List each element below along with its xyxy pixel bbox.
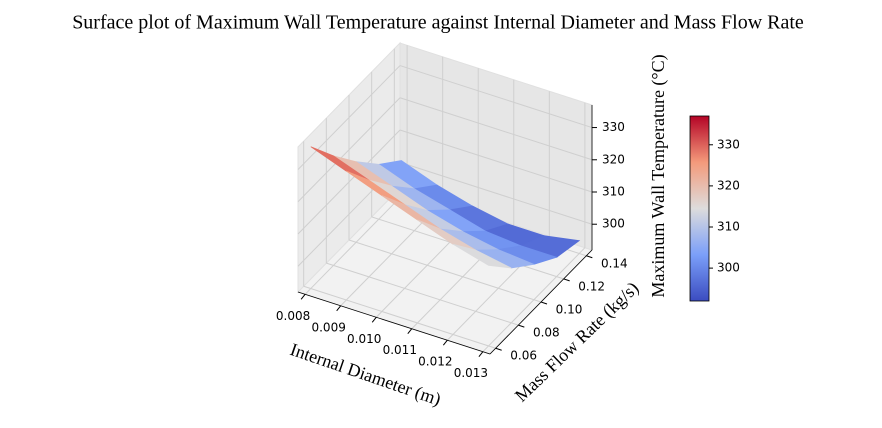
y-tick-label: 0.08	[533, 326, 560, 340]
x-tick-label: 0.009	[311, 320, 345, 334]
z-tick-label: 300	[602, 217, 625, 231]
grid-line	[399, 65, 593, 129]
x-tick	[478, 351, 484, 358]
grid-line	[326, 262, 519, 326]
x-tick	[442, 339, 448, 346]
y-tick	[518, 324, 525, 328]
grid-line	[303, 285, 496, 349]
x-tick-label: 0.013	[454, 366, 488, 380]
x-tick-label: 0.011	[383, 343, 417, 357]
x-tick-label: 0.012	[418, 355, 452, 369]
x-tick-label: 0.010	[347, 332, 381, 346]
y-tick-label: 0.12	[578, 279, 605, 293]
z-tick-label: 330	[602, 120, 625, 134]
y-tick	[586, 255, 593, 259]
y-tick-label: 0.14	[601, 256, 628, 270]
x-tick	[336, 305, 342, 312]
x-tick-label: 0.008	[276, 309, 310, 323]
x-axis-line	[297, 291, 491, 355]
chart-title: Surface plot of Maximum Wall Temperature…	[72, 12, 804, 34]
x-axis-label: Internal Diameter (m)	[287, 339, 443, 410]
grid-line	[297, 65, 401, 170]
grid-line	[348, 239, 542, 303]
z-axis-label: Maximum Wall Temperature (°C)	[648, 54, 669, 297]
y-axis-line	[489, 249, 593, 355]
colorbar	[689, 115, 710, 302]
colorbar-tick-label: 300	[717, 261, 740, 275]
z-tick-label: 310	[602, 185, 625, 199]
x-tick	[407, 328, 413, 335]
grid-line	[297, 129, 401, 235]
y-tick	[495, 347, 502, 351]
z-tick-label: 320	[602, 152, 625, 166]
grid-line	[297, 97, 401, 203]
y-tick-label: 0.10	[556, 303, 583, 317]
y-tick	[563, 278, 570, 282]
colorbar-tick-label: 320	[717, 178, 740, 192]
x-tick	[300, 293, 306, 300]
y-tick-label: 0.06	[510, 349, 537, 363]
grid-line	[399, 129, 593, 193]
colorbar-tick-label: 330	[717, 137, 740, 151]
grid-line	[399, 97, 593, 161]
surface-patch	[452, 243, 512, 269]
x-tick	[371, 316, 377, 323]
grid-line	[399, 161, 593, 225]
y-tick	[540, 301, 548, 305]
colorbar-tick-label: 310	[717, 220, 740, 234]
